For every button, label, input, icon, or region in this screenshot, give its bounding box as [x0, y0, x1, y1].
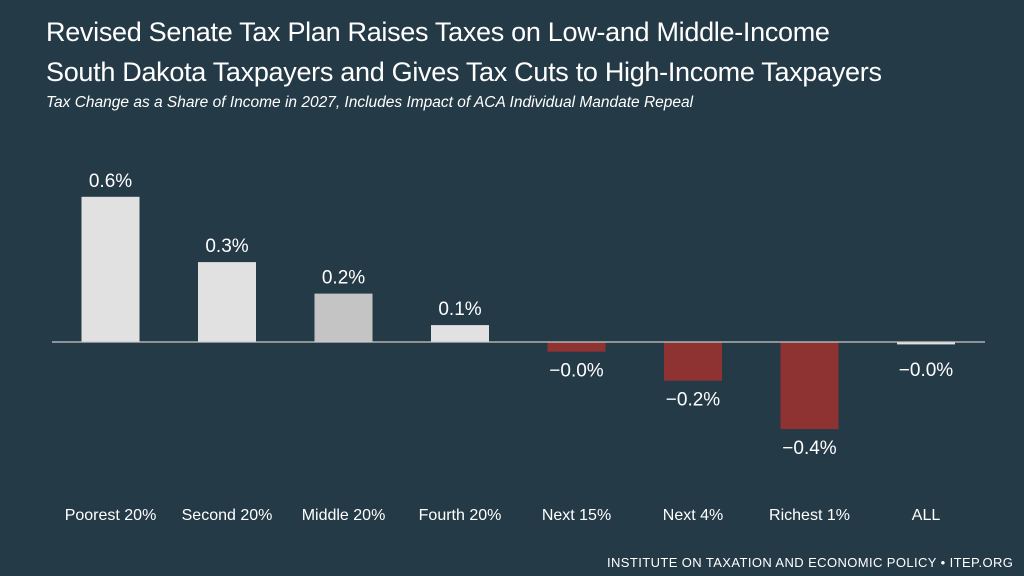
bar-4	[547, 342, 606, 352]
category-label-5: Next 4%	[663, 507, 723, 524]
data-label-6: −0.4%	[782, 438, 837, 459]
data-label-2: 0.2%	[322, 268, 365, 289]
data-label-5: −0.2%	[666, 390, 721, 411]
bar-0	[81, 196, 140, 342]
bar-6	[780, 342, 839, 430]
bar-7	[897, 342, 955, 345]
bar-1	[198, 262, 256, 342]
category-label-2: Middle 20%	[302, 507, 386, 524]
data-label-0: 0.6%	[89, 171, 132, 192]
chart-subtitle: Tax Change as a Share of Income in 2027,…	[46, 94, 694, 111]
category-label-6: Richest 1%	[769, 507, 850, 524]
data-label-1: 0.3%	[205, 236, 248, 257]
chart-header: Revised Senate Tax Plan Raises Taxes on …	[46, 12, 1006, 112]
footer-credit: INSTITUTE ON TAXATION AND ECONOMIC POLIC…	[607, 555, 1014, 570]
category-label-3: Fourth 20%	[419, 507, 502, 524]
category-label-1: Second 20%	[182, 507, 273, 524]
category-label-7: ALL	[912, 507, 941, 524]
data-label-3: 0.1%	[438, 299, 481, 320]
bar-5	[664, 342, 722, 381]
data-label-4: −0.0%	[549, 361, 604, 382]
category-label-4: Next 15%	[542, 507, 611, 524]
chart-title-line-2: South Dakota Taxpayers and Gives Tax Cut…	[46, 57, 882, 87]
data-label-7: −0.0%	[899, 360, 954, 381]
bar-2	[314, 293, 373, 342]
category-label-0: Poorest 20%	[65, 507, 157, 524]
bar-3	[431, 325, 489, 342]
chart-title-line-1: Revised Senate Tax Plan Raises Taxes on …	[46, 17, 830, 47]
